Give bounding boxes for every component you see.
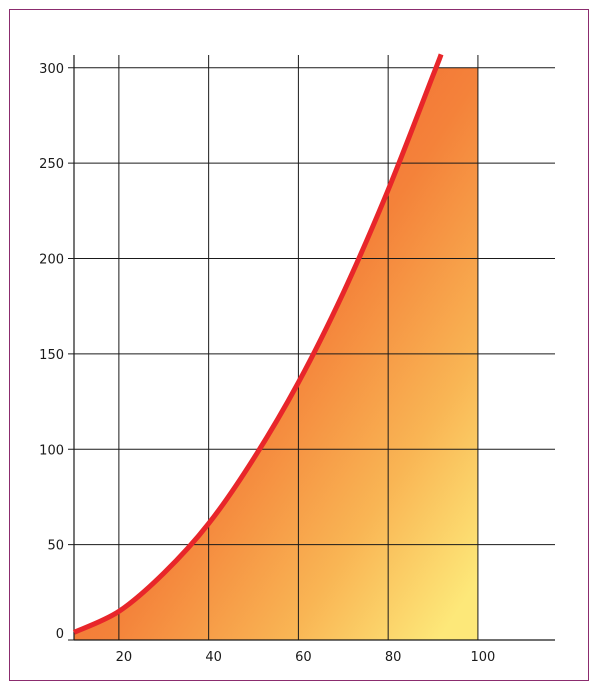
x-tick-label-80: 80 [385,650,402,665]
x-tick-label-60: 60 [295,650,312,665]
y-tick-label-150: 150 [39,348,64,363]
y-tick-label-300: 300 [39,62,64,77]
y-tick-label-200: 200 [39,253,64,268]
y-tick-label-0: 0 [56,627,64,642]
y-tick-label-250: 250 [39,157,64,172]
y-tick-label-50: 50 [47,539,64,554]
area-fill [74,67,478,640]
series-line [72,53,444,635]
x-tick-label-20: 20 [116,650,133,665]
y-tick-label-100: 100 [39,443,64,458]
x-tick-label-100: 100 [471,650,496,665]
x-tick-label-40: 40 [205,650,222,665]
